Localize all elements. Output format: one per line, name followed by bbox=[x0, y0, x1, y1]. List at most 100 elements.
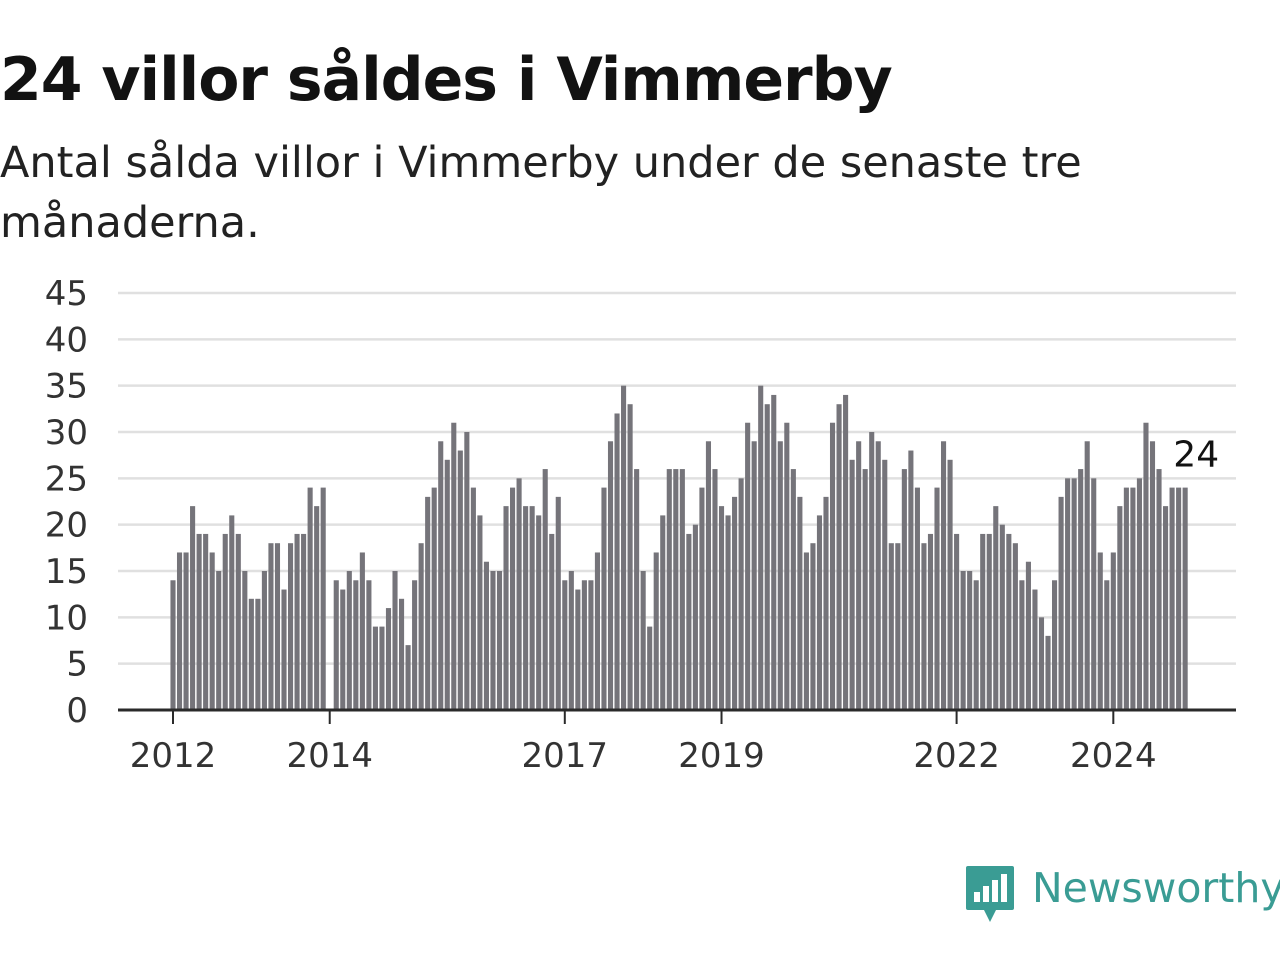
bar bbox=[496, 571, 503, 710]
bar bbox=[287, 543, 294, 710]
bar bbox=[973, 580, 979, 710]
bar bbox=[346, 571, 352, 710]
bar bbox=[1019, 580, 1025, 710]
y-tick-label: 0 bbox=[66, 691, 88, 731]
bar bbox=[431, 487, 437, 710]
bar bbox=[1104, 580, 1110, 710]
bar bbox=[790, 469, 796, 710]
bar bbox=[686, 533, 692, 710]
bar bbox=[1091, 478, 1097, 710]
x-axis-ticks: 2012 2014 2017 2019 2022 2024 bbox=[130, 710, 1157, 776]
bar bbox=[784, 422, 790, 710]
bar bbox=[1143, 422, 1149, 710]
bar bbox=[895, 543, 901, 710]
bar bbox=[216, 571, 222, 710]
bar bbox=[340, 589, 346, 710]
bar bbox=[516, 478, 522, 710]
chart-bubble-icon bbox=[966, 866, 1014, 922]
bar bbox=[425, 496, 431, 710]
bar bbox=[986, 533, 992, 710]
bar bbox=[732, 496, 738, 710]
bar bbox=[758, 385, 764, 710]
bar bbox=[960, 571, 966, 710]
bar bbox=[1078, 469, 1084, 710]
bar bbox=[601, 487, 607, 710]
bar bbox=[738, 478, 744, 710]
bar bbox=[771, 394, 777, 710]
bar bbox=[536, 515, 542, 710]
bar bbox=[1182, 487, 1188, 710]
bar bbox=[666, 469, 672, 710]
bar bbox=[333, 580, 339, 710]
bar bbox=[816, 515, 823, 710]
bar bbox=[940, 441, 947, 710]
bar bbox=[1176, 487, 1182, 710]
bar bbox=[869, 432, 875, 710]
bar bbox=[947, 459, 953, 710]
bar bbox=[190, 506, 196, 710]
bar bbox=[1065, 478, 1071, 710]
bar bbox=[980, 533, 986, 710]
bar bbox=[385, 608, 392, 710]
bar bbox=[477, 515, 483, 710]
bar bbox=[647, 626, 653, 710]
bar bbox=[1149, 441, 1156, 710]
bar bbox=[359, 552, 365, 710]
bar bbox=[301, 533, 307, 710]
bar bbox=[575, 589, 581, 710]
x-tick-label: 2019 bbox=[678, 736, 765, 776]
bar bbox=[562, 580, 568, 710]
bar bbox=[745, 422, 751, 710]
bars bbox=[170, 385, 1188, 710]
bar bbox=[255, 598, 261, 710]
bar bbox=[797, 496, 803, 710]
x-tick-label: 2014 bbox=[286, 736, 373, 776]
bar bbox=[849, 459, 855, 710]
bar bbox=[751, 441, 757, 710]
x-tick-label: 2022 bbox=[913, 736, 1000, 776]
bar bbox=[444, 459, 450, 710]
bar bbox=[999, 524, 1005, 710]
bar bbox=[607, 441, 614, 710]
bar bbox=[470, 487, 476, 710]
bar bbox=[1084, 441, 1090, 710]
bar bbox=[921, 543, 927, 710]
bar bbox=[196, 533, 202, 710]
bar bbox=[568, 571, 574, 710]
bar bbox=[829, 422, 836, 710]
bar bbox=[222, 533, 228, 710]
bar bbox=[490, 571, 496, 710]
bar bbox=[261, 571, 267, 710]
bar bbox=[392, 571, 398, 710]
bar bbox=[209, 552, 215, 710]
bar bbox=[581, 580, 587, 710]
bar bbox=[503, 506, 509, 710]
y-tick-label: 25 bbox=[45, 459, 88, 499]
bar bbox=[993, 506, 999, 710]
bar bbox=[653, 552, 659, 710]
bar bbox=[718, 506, 725, 710]
bar bbox=[353, 580, 359, 710]
bar bbox=[1025, 561, 1031, 710]
bar bbox=[954, 533, 960, 710]
bar bbox=[1006, 533, 1012, 710]
bar bbox=[170, 580, 176, 710]
newsworthy-logo: Newsworthy bbox=[964, 864, 1280, 926]
bar bbox=[314, 506, 320, 710]
bar bbox=[705, 441, 712, 710]
x-tick-label: 2012 bbox=[130, 736, 217, 776]
bar bbox=[1052, 580, 1058, 710]
bar bbox=[203, 533, 209, 710]
bar bbox=[810, 543, 816, 710]
bar bbox=[627, 404, 633, 710]
bar bbox=[1058, 496, 1064, 710]
chart-subtitle: Antal sålda villor i Vimmerby under de s… bbox=[0, 138, 1082, 248]
x-tick-label: 2017 bbox=[522, 736, 609, 776]
bar bbox=[673, 469, 679, 710]
bar bbox=[679, 469, 685, 710]
bar bbox=[229, 515, 235, 710]
highlight-annotation: 24 bbox=[1169, 431, 1223, 480]
bar bbox=[379, 626, 385, 710]
bar bbox=[1032, 589, 1038, 710]
